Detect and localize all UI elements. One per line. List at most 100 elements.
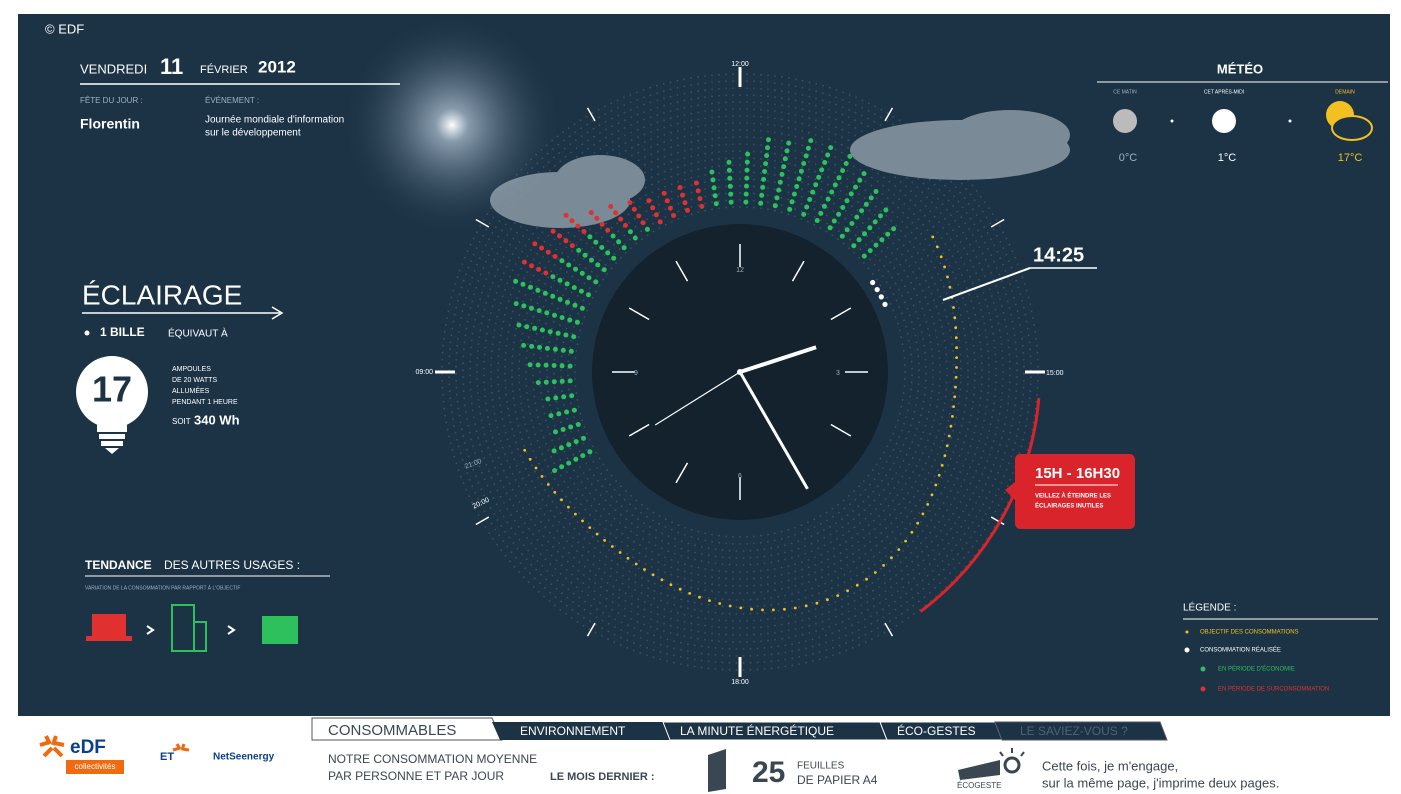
dot — [920, 200, 922, 202]
tab-label[interactable]: LA MINUTE ÉNERGÉTIQUE — [680, 723, 834, 738]
dot — [555, 568, 557, 570]
dot — [518, 526, 520, 528]
dot — [951, 288, 953, 290]
dot — [981, 362, 983, 364]
dot — [643, 530, 645, 532]
dot — [537, 477, 539, 479]
dot — [515, 328, 517, 330]
dot — [476, 312, 478, 314]
dot — [442, 345, 444, 347]
dot — [711, 103, 713, 105]
dot — [791, 643, 793, 645]
dot — [569, 523, 571, 525]
dot — [869, 259, 871, 261]
dot — [989, 223, 991, 225]
dot — [530, 564, 532, 566]
dot — [569, 199, 571, 201]
bulb-line: PENDANT 1 HEURE — [172, 399, 238, 406]
dot — [767, 590, 769, 592]
dot — [565, 328, 567, 330]
dot — [485, 403, 487, 405]
tab-label[interactable]: LE SAVIEZ-VOUS ? — [1020, 724, 1128, 738]
dot — [946, 375, 948, 377]
dot — [497, 519, 499, 521]
dot — [969, 466, 971, 468]
dot — [788, 91, 790, 93]
dot — [551, 575, 553, 577]
dot — [465, 273, 467, 275]
dot — [660, 637, 662, 639]
tab-label[interactable]: ENVIRONNEMENT — [520, 724, 626, 738]
dot — [896, 625, 898, 627]
dot — [637, 121, 639, 123]
dot — [919, 210, 921, 212]
dot — [571, 276, 573, 278]
dot — [715, 668, 717, 670]
dot — [956, 532, 958, 534]
dot — [578, 406, 580, 408]
dot — [584, 609, 586, 611]
dot — [562, 556, 564, 558]
dot — [515, 197, 517, 199]
dot — [605, 520, 607, 522]
dot — [1016, 362, 1018, 364]
dot — [509, 499, 511, 501]
dot — [595, 452, 597, 454]
dot — [507, 508, 509, 510]
dot — [974, 387, 976, 389]
dot — [574, 123, 576, 125]
dot — [983, 226, 985, 228]
dot — [452, 290, 454, 292]
dot — [697, 111, 699, 113]
dot — [541, 565, 543, 567]
tab-label[interactable]: CONSOMMABLES — [328, 722, 456, 739]
dot — [587, 478, 589, 480]
dot — [562, 584, 564, 586]
dot — [808, 176, 810, 178]
dot — [901, 254, 903, 256]
dot — [651, 559, 653, 561]
dot — [694, 559, 696, 561]
dot — [611, 110, 613, 112]
consumption-dot — [819, 167, 824, 172]
dot — [959, 562, 961, 564]
dot — [449, 348, 451, 350]
dot — [899, 413, 901, 415]
dot — [883, 265, 885, 267]
dot — [887, 112, 889, 114]
dot — [826, 520, 828, 522]
meteo-label: DEMAIN — [1335, 89, 1355, 95]
dot — [605, 500, 607, 502]
dot — [549, 532, 551, 534]
dot — [1021, 300, 1023, 302]
dot — [549, 433, 551, 435]
dot — [506, 208, 508, 210]
dot — [718, 186, 720, 188]
objective-dot — [574, 513, 577, 516]
dot — [841, 144, 843, 146]
dot — [548, 341, 550, 343]
dot — [697, 133, 699, 135]
dot — [993, 278, 995, 280]
dot — [617, 115, 619, 117]
dot — [883, 616, 885, 618]
dot — [739, 585, 741, 587]
dot — [589, 628, 591, 630]
dot — [521, 201, 523, 203]
dot — [534, 218, 536, 220]
dot — [788, 615, 790, 617]
dot — [957, 492, 959, 494]
dot — [691, 572, 693, 574]
dot — [939, 357, 941, 359]
dot — [548, 450, 550, 452]
dot — [718, 158, 720, 160]
dot — [465, 335, 467, 337]
dot — [456, 394, 458, 396]
dot — [615, 509, 617, 511]
dot — [599, 560, 601, 562]
dot — [944, 487, 946, 489]
dot — [802, 137, 804, 139]
tab-label[interactable]: ÉCO-GESTES — [897, 723, 976, 738]
dot — [910, 282, 912, 284]
dot — [788, 156, 790, 158]
